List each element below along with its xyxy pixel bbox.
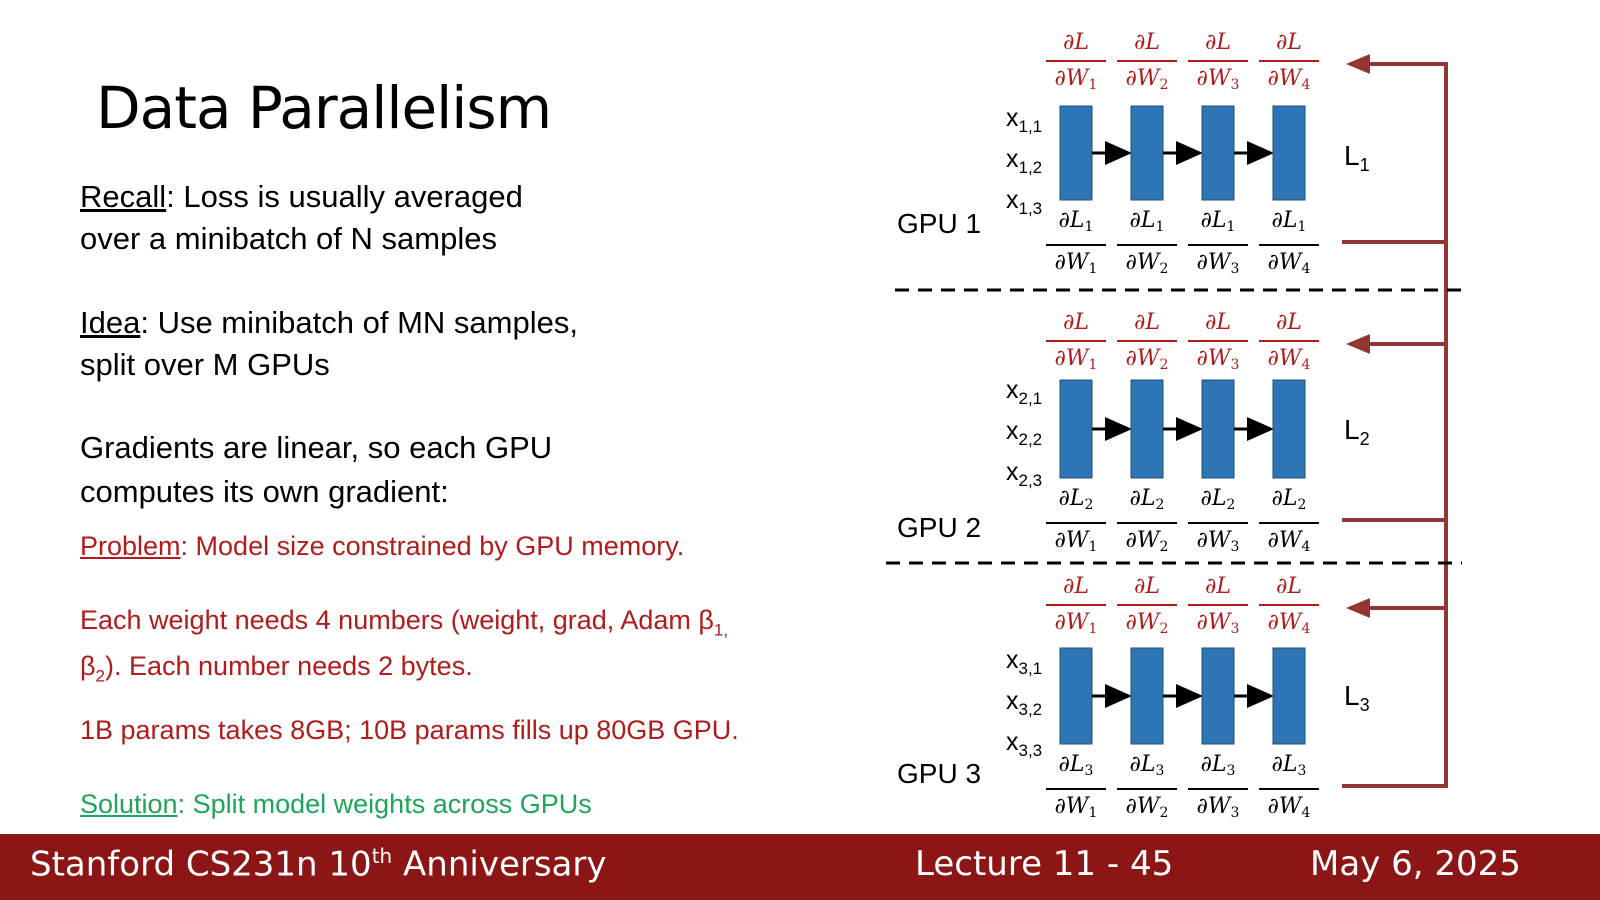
local-gradient-fraction: ∂L3 ∂W1	[1046, 750, 1106, 828]
footer-bar: Stanford CS231n 10th Anniversary Lecture…	[0, 834, 1600, 900]
gpu-label: GPU 2	[897, 512, 982, 543]
avg-gradient-fraction: ∂L ∂W2	[1117, 572, 1177, 644]
avg-gradient-fraction: ∂L ∂W4	[1259, 572, 1319, 644]
gradient-receive-arrowhead	[1346, 598, 1370, 618]
local-gradient-fraction: ∂L2 ∂W3	[1188, 484, 1248, 562]
layer-block	[1059, 647, 1093, 745]
avg-gradient-fraction: ∂L ∂W3	[1188, 572, 1248, 644]
avg-gradient-fraction: ∂L ∂W2	[1117, 308, 1177, 380]
weights-text-1: Each weight needs 4 numbers (weight, gra…	[80, 605, 714, 635]
solution-label: Solution	[80, 789, 178, 819]
avg-gradient-fraction: ∂L ∂W1	[1046, 572, 1106, 644]
weights-beta-symbol: β	[80, 651, 96, 682]
idea-text-2: split over M GPUs	[80, 347, 330, 382]
gpu-label: GPU 1	[897, 208, 982, 239]
avg-gradient-fraction: ∂L ∂W1	[1046, 308, 1106, 380]
local-gradient-fraction: ∂L1 ∂W4	[1259, 206, 1319, 284]
footer-lecture: Lecture 11 - 45	[915, 844, 1174, 884]
problem-label: Problem	[80, 531, 181, 561]
local-gradient-fraction: ∂L3 ∂W4	[1259, 750, 1319, 828]
gradients-paragraph: Gradients are linear, so each GPU comput…	[80, 426, 552, 514]
layer-block	[1059, 379, 1093, 479]
idea-paragraph: Idea: Use minibatch of MN samples, split…	[80, 302, 578, 386]
avg-gradient-fraction: ∂L ∂W4	[1259, 308, 1319, 380]
beta2-sub: 2	[95, 666, 105, 686]
local-gradient-fraction: ∂L1 ∂W3	[1188, 206, 1248, 284]
recall-text-1: : Loss is usually averaged	[166, 179, 523, 214]
avg-gradient-fraction: ∂L ∂W1	[1046, 28, 1106, 100]
gpu-label: GPU 3	[897, 758, 982, 789]
problem-paragraph: Problem: Model size constrained by GPU m…	[80, 528, 684, 564]
layer-block	[1059, 105, 1093, 201]
local-gradient-fraction: ∂L2 ∂W4	[1259, 484, 1319, 562]
layer-block	[1201, 105, 1235, 201]
gradients-text-1: Gradients are linear, so each GPU	[80, 430, 553, 465]
footer-course: Stanford CS231n 10th Anniversary	[30, 844, 607, 885]
input-samples: x2,1 x2,2 x2,3	[1006, 376, 1043, 490]
avg-gradient-fraction: ∂L ∂W3	[1188, 308, 1248, 380]
local-gradient-fraction: ∂L2 ∂W2	[1117, 484, 1177, 562]
loss-label: L1	[1344, 140, 1370, 175]
input-samples: x1,1 x1,2 x1,3	[1006, 104, 1043, 218]
layer-block	[1272, 647, 1306, 745]
local-gradient-fraction: ∂L2 ∂W1	[1046, 484, 1106, 562]
idea-text-1: : Use minibatch of MN samples,	[140, 305, 578, 340]
recall-label: Recall	[80, 179, 167, 214]
layer-block	[1130, 105, 1164, 201]
layer-block	[1272, 379, 1306, 479]
avg-gradient-fraction: ∂L ∂W3	[1188, 28, 1248, 100]
slide-title: Data Parallelism	[96, 74, 552, 142]
weights-text-2: ). Each number needs 2 bytes.	[105, 651, 473, 682]
recall-paragraph: Recall: Loss is usually averaged over a …	[80, 176, 523, 260]
footer-date: May 6, 2025	[1310, 844, 1521, 884]
beta1-sub: 1,	[713, 620, 729, 640]
avg-gradient-fraction: ∂L ∂W2	[1117, 28, 1177, 100]
layer-block	[1272, 105, 1306, 201]
local-gradient-fraction: ∂L1 ∂W2	[1117, 206, 1177, 284]
params-text: 1B params takes 8GB; 10B params fills up…	[80, 715, 739, 745]
gradients-text-2: computes its own gradient:	[80, 474, 449, 509]
avg-gradient-fraction: ∂L ∂W4	[1259, 28, 1319, 100]
loss-label: L3	[1344, 680, 1370, 715]
gradient-receive-arrowhead	[1346, 334, 1370, 354]
recall-text-2: over a minibatch of N samples	[80, 221, 497, 256]
gradient-receive-arrowhead	[1346, 54, 1370, 74]
problem-text: : Model size constrained by GPU memory.	[180, 531, 685, 561]
local-gradient-fraction: ∂L3 ∂W3	[1188, 750, 1248, 828]
layer-block	[1130, 647, 1164, 745]
local-gradient-fraction: ∂L3 ∂W2	[1117, 750, 1177, 828]
input-samples: x3,1 x3,2 x3,3	[1006, 646, 1043, 760]
layer-block	[1201, 647, 1235, 745]
solution-paragraph: Solution: Split model weights across GPU…	[80, 786, 592, 822]
weights-paragraph: Each weight needs 4 numbers (weight, gra…	[80, 602, 728, 695]
solution-text: : Split model weights across GPUs	[177, 789, 592, 819]
local-gradient-fraction: ∂L1 ∂W1	[1046, 206, 1106, 284]
idea-label: Idea	[80, 305, 141, 340]
loss-label: L2	[1344, 414, 1370, 449]
layer-block	[1201, 379, 1235, 479]
layer-block	[1130, 379, 1164, 479]
